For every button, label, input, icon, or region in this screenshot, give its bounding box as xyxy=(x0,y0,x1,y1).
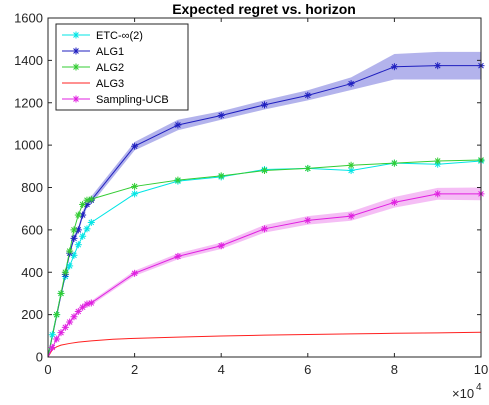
y-tick-label: 200 xyxy=(21,307,43,322)
point-alg1 xyxy=(131,142,139,150)
point-sampling-ucb xyxy=(131,269,139,277)
line-alg2 xyxy=(47,159,482,358)
x-tick-label: 2 xyxy=(131,362,138,377)
legend-marker xyxy=(72,63,80,71)
legend-label: ALG3 xyxy=(96,78,124,90)
x-tick-label: 0 xyxy=(44,362,51,377)
legend-item-alg2: ALG2 xyxy=(62,62,124,74)
legend-marker xyxy=(72,95,80,103)
point-alg2 xyxy=(66,247,74,255)
point-alg1 xyxy=(304,91,312,99)
point-etc-2 xyxy=(66,262,74,270)
point-alg2 xyxy=(131,182,139,190)
point-sampling-ucb xyxy=(434,190,442,198)
y-tick-label: 800 xyxy=(21,180,43,195)
point-etc-2 xyxy=(79,232,87,240)
point-sampling-ucb xyxy=(66,318,74,326)
point-sampling-ucb xyxy=(53,335,61,343)
legend-item-alg3: ALG3 xyxy=(62,78,124,90)
legend-marker xyxy=(72,31,80,39)
legend-label: ALG2 xyxy=(96,62,124,74)
point-sampling-ucb xyxy=(174,252,182,260)
chart-title: Expected regret vs. horizon xyxy=(172,1,356,17)
y-tick-label: 400 xyxy=(21,265,43,280)
y-tick-label: 0 xyxy=(36,350,43,365)
legend-item-sampling-ucb: Sampling-UCB xyxy=(62,94,169,106)
point-alg2 xyxy=(217,172,225,180)
y-tick-label: 600 xyxy=(21,222,43,237)
legend-label: ALG1 xyxy=(96,46,124,58)
x-exponent-power: 4 xyxy=(476,382,482,393)
point-alg2 xyxy=(87,195,95,203)
line-alg3 xyxy=(47,331,482,358)
point-alg2 xyxy=(79,200,87,208)
y-tick-label: 1600 xyxy=(14,11,43,26)
point-sampling-ucb xyxy=(74,307,82,315)
point-alg2 xyxy=(261,167,268,175)
x-tick-label: 4 xyxy=(218,362,225,377)
legend: ETC-∞(2) ALG1 ALG2 ALG3 Sampling-UCB xyxy=(55,23,189,111)
legend-marker xyxy=(72,47,80,55)
x-tick-label: 8 xyxy=(391,362,398,377)
point-sampling-ucb xyxy=(70,313,78,321)
point-sampling-ucb xyxy=(217,242,225,250)
point-alg1 xyxy=(217,111,225,119)
point-alg2 xyxy=(61,268,69,276)
x-tick-label: 10 xyxy=(474,362,488,377)
point-sampling-ucb xyxy=(48,343,56,351)
point-alg2 xyxy=(70,226,78,234)
point-alg2 xyxy=(434,157,442,165)
band-sampling-ucb xyxy=(48,187,481,357)
point-alg2 xyxy=(53,311,61,319)
point-sampling-ucb xyxy=(79,303,87,311)
point-sampling-ucb xyxy=(61,323,69,331)
point-alg2 xyxy=(57,289,65,297)
point-alg2 xyxy=(74,211,82,219)
point-etc-2 xyxy=(87,218,95,226)
tick-labels: 0 2 4 6 8 10 0 200 400 600 800 1000 1200 1400 1600 xyxy=(14,11,488,378)
line-etc-2 xyxy=(47,160,482,358)
legend-item-etc-2: ETC-∞(2) xyxy=(62,30,143,42)
point-sampling-ucb xyxy=(304,216,312,224)
point-alg2 xyxy=(347,161,355,169)
point-alg1 xyxy=(347,80,355,88)
point-alg2 xyxy=(390,159,398,167)
point-sampling-ucb xyxy=(347,212,355,220)
point-alg1 xyxy=(261,101,268,109)
x-exponent-base: ×10 xyxy=(452,386,474,401)
point-alg1 xyxy=(70,234,78,242)
point-sampling-ucb xyxy=(87,299,95,307)
axes xyxy=(47,17,482,358)
series-markers xyxy=(48,62,485,351)
point-etc-2 xyxy=(131,190,139,198)
point-etc-2 xyxy=(83,225,91,233)
point-sampling-ucb xyxy=(390,198,398,206)
line-sampling-ucb xyxy=(47,193,481,358)
point-etc-2 xyxy=(48,331,56,339)
point-alg2 xyxy=(174,176,182,184)
point-etc-2 xyxy=(74,241,82,249)
point-sampling-ucb xyxy=(83,300,91,308)
x-tick-label: 6 xyxy=(304,362,311,377)
y-tick-label: 1000 xyxy=(14,138,43,153)
legend-item-alg1: ALG1 xyxy=(62,46,124,58)
y-tick-label: 1200 xyxy=(14,95,43,110)
point-alg1 xyxy=(174,121,182,129)
point-alg2 xyxy=(83,196,91,204)
point-alg1 xyxy=(390,63,398,71)
legend-label: Sampling-UCB xyxy=(96,94,169,106)
point-sampling-ucb xyxy=(261,225,268,233)
point-alg1 xyxy=(434,62,442,70)
legend-label: ETC-∞(2) xyxy=(96,30,143,42)
point-alg2 xyxy=(304,164,312,172)
y-tick-label: 1400 xyxy=(14,53,43,68)
point-sampling-ucb xyxy=(57,329,65,337)
